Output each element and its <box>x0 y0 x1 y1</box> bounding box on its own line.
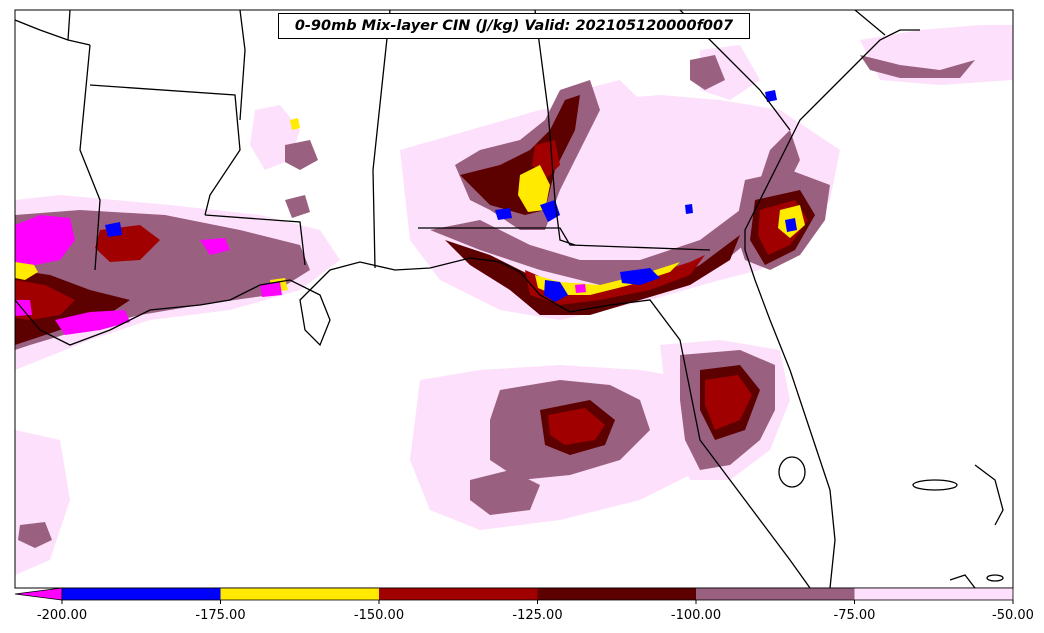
colorbar-tick-label: -125.00 <box>512 608 563 623</box>
colorbar-tick-label: -150.00 <box>353 608 405 623</box>
state-border-al-ga <box>534 10 576 246</box>
colorbar-segment-1 <box>220 588 379 600</box>
bahamas-island <box>912 479 958 491</box>
colorbar <box>14 587 1014 604</box>
cin-contour-magenta <box>15 215 586 335</box>
cin-contour-blue <box>105 90 797 302</box>
state-border-ms-al <box>372 10 391 269</box>
lake-okeechobee <box>778 456 806 488</box>
map-title: 0-90mb Mix-layer CIN (J/kg) Valid: 20210… <box>278 13 750 39</box>
colorbar-tick-label: -50.00 <box>992 608 1034 623</box>
colorbar-tick-label: -75.00 <box>833 608 876 623</box>
state-border-tn <box>239 10 246 121</box>
bahamas-small <box>986 574 1004 582</box>
state-border-la-ms <box>204 214 306 266</box>
colorbar-tick-label: -175.00 <box>195 608 246 623</box>
colorbar-segment-0 <box>62 588 221 600</box>
map-boundaries <box>15 10 1004 588</box>
state-border-al-fl <box>418 227 711 251</box>
state-border-tx-ok <box>15 19 69 41</box>
state-border-nc-sc <box>854 10 886 36</box>
colorbar-segment-5 <box>854 588 1013 600</box>
cin-field <box>15 25 1013 575</box>
state-border-ar-la <box>89 84 241 216</box>
colorbar-tick-label: -200.00 <box>36 608 88 623</box>
coastline <box>15 29 920 588</box>
bahamas-islands-east <box>974 464 1004 526</box>
colorbar-tick-label: -100.00 <box>670 608 722 623</box>
colorbar-segment-2 <box>379 588 538 600</box>
colorbar-extend-min <box>14 587 63 601</box>
colorbar-segment-3 <box>537 588 696 600</box>
cuba-tip <box>949 574 976 588</box>
state-border-tx-la <box>79 44 101 271</box>
colorbar-segment-4 <box>696 588 855 600</box>
